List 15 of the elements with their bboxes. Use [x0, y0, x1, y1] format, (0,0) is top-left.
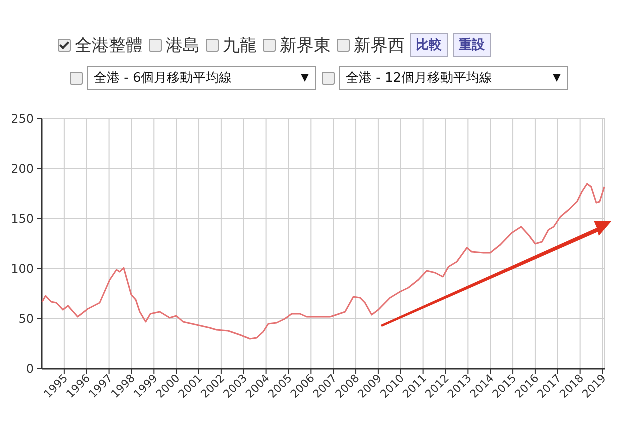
y-tick-label: 250 [11, 112, 34, 126]
text: 新界東 [280, 34, 331, 56]
y-tick-label: 50 [18, 312, 34, 326]
text: 全港 - 6個月移動平均線 [94, 70, 232, 87]
text: 新界西 [354, 34, 405, 56]
y-tick-label: 150 [11, 212, 34, 226]
text: 九龍 [223, 34, 257, 56]
text: 全港整體 [75, 34, 143, 56]
text: 比較 [410, 33, 448, 57]
y-tick-label: 100 [11, 262, 34, 276]
y-tick-label: 200 [11, 162, 34, 176]
text: 重設 [453, 33, 491, 57]
text: 港島 [166, 34, 200, 56]
y-tick-label: 0 [26, 362, 34, 376]
text: 全港 - 12個月移動平均線 [346, 70, 492, 87]
